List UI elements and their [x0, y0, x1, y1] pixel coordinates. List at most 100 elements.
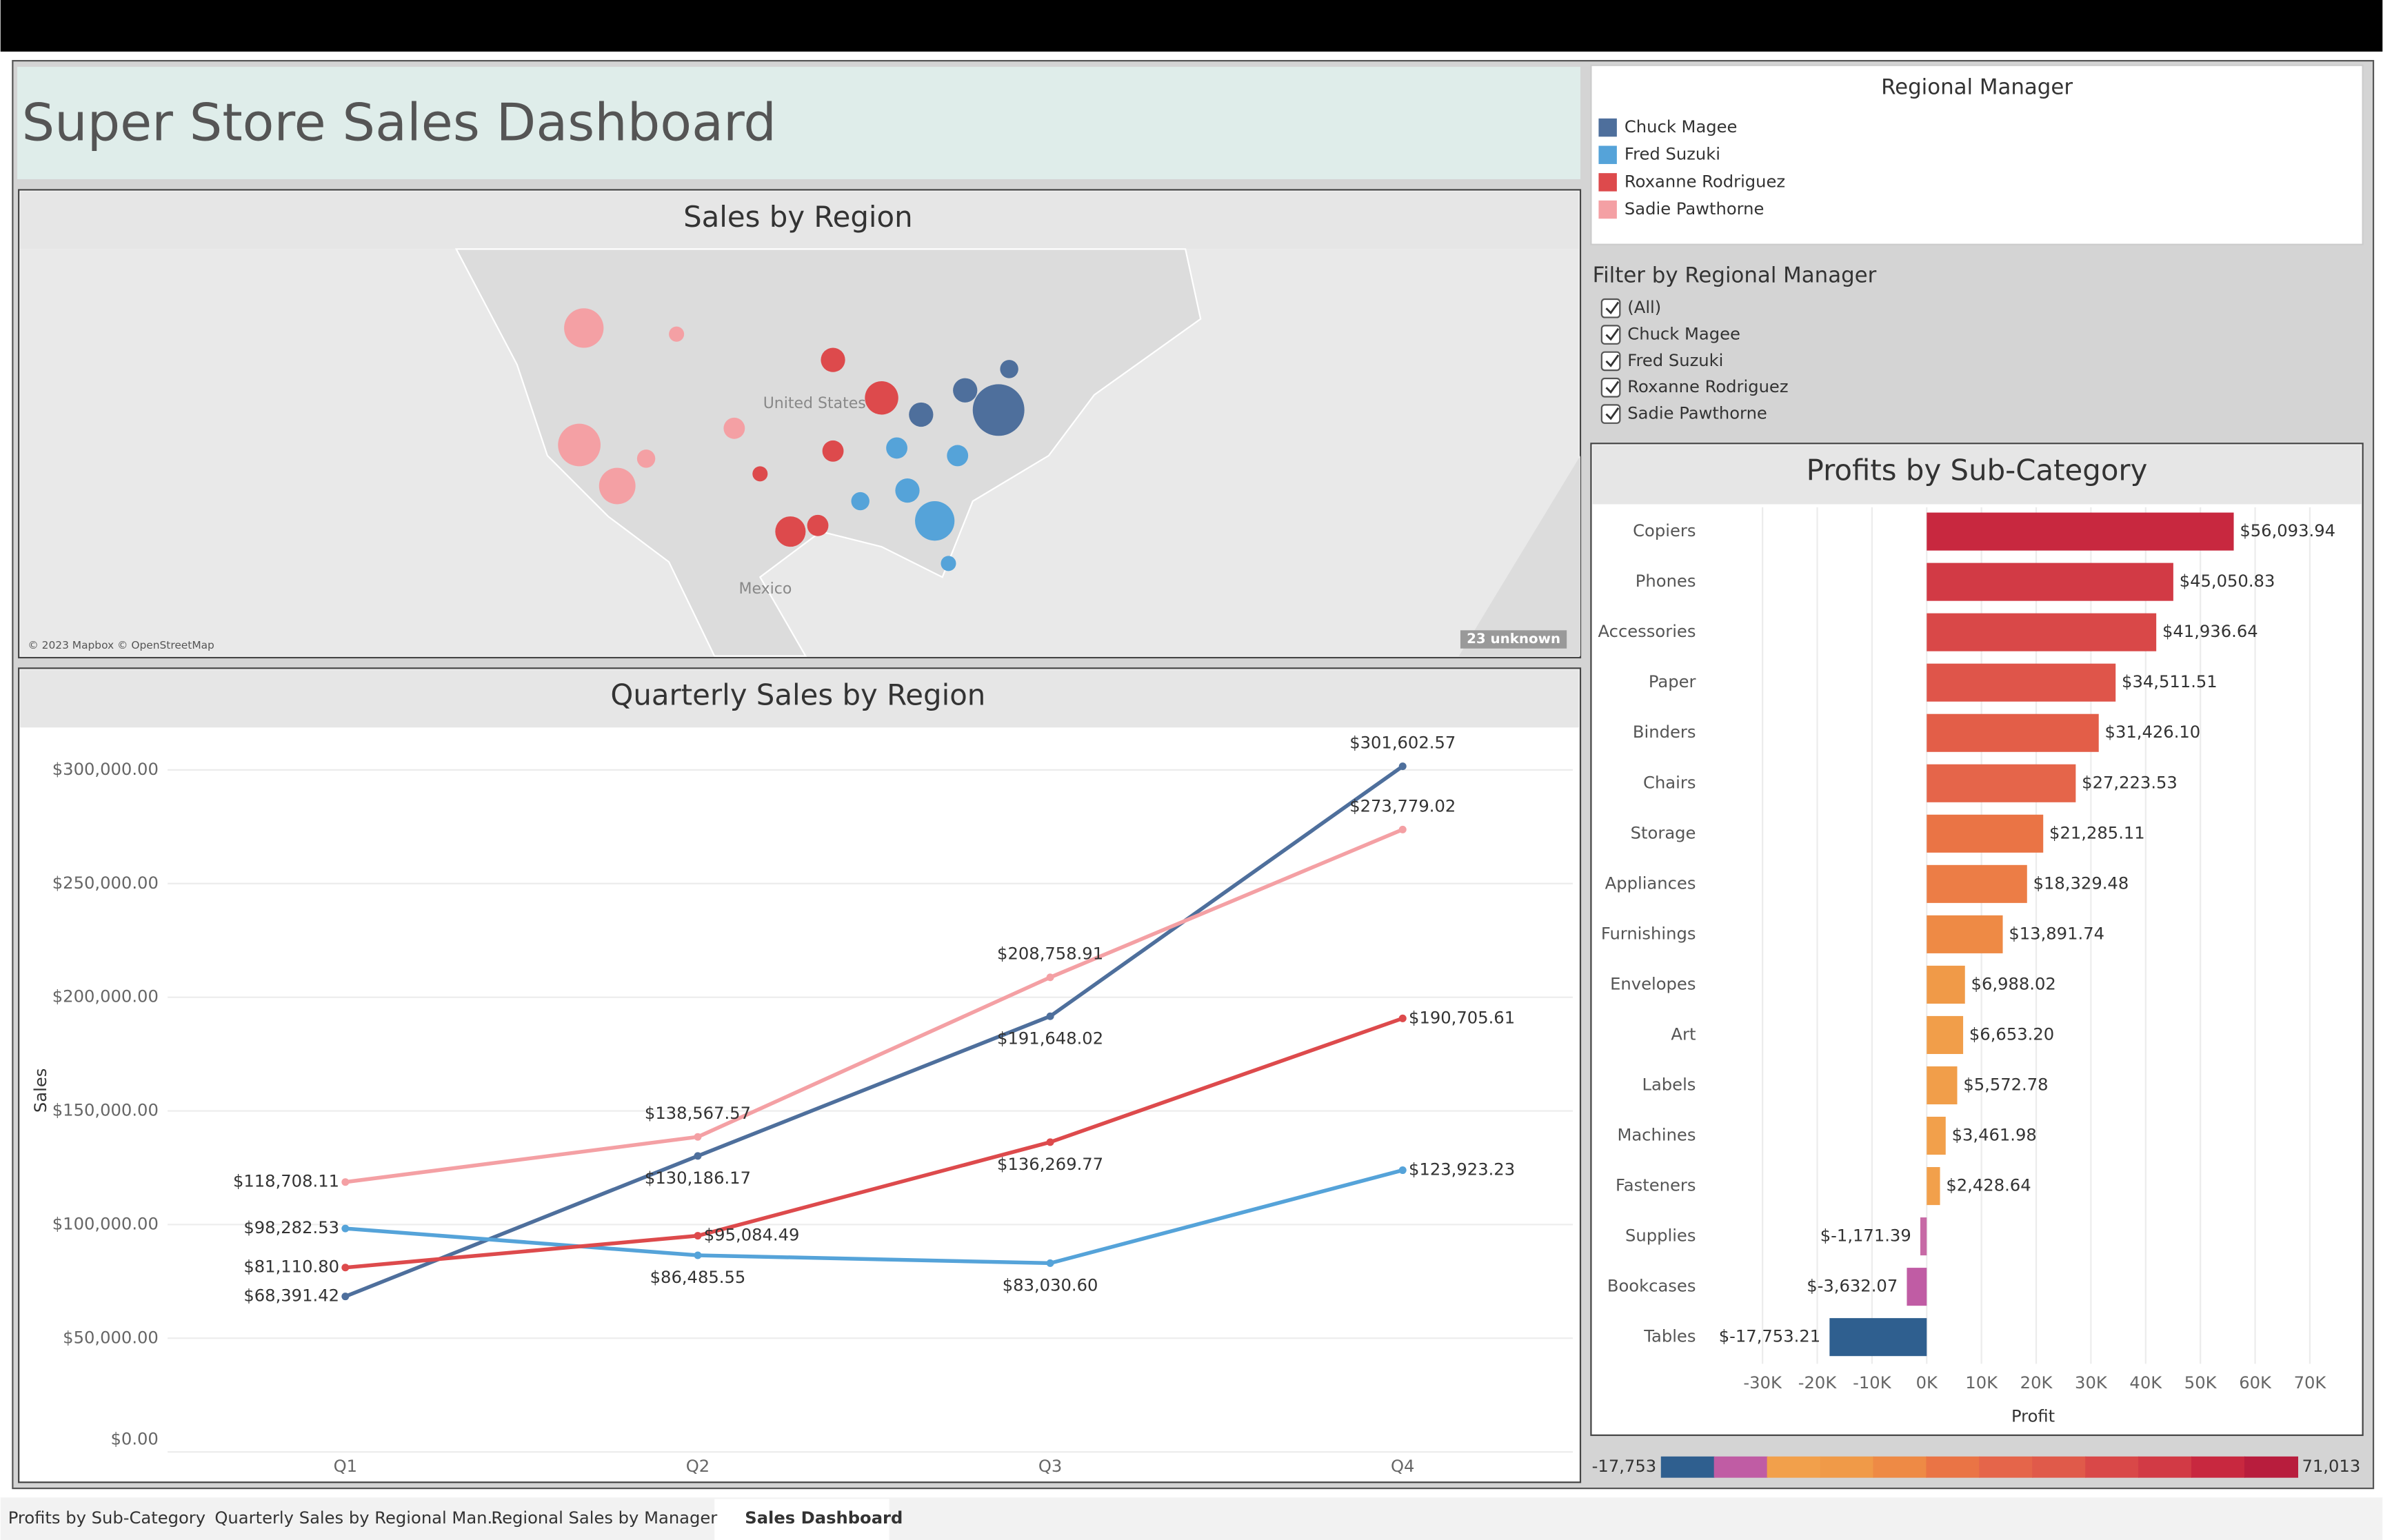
point	[1046, 1012, 1054, 1020]
map-bubble	[723, 417, 745, 439]
bar[interactable]	[1927, 1116, 1946, 1155]
data-label: $130,186.17	[645, 1168, 751, 1188]
legend-swatch	[1598, 200, 1617, 219]
data-label: $273,779.02	[1349, 796, 1456, 815]
map-bubble	[1000, 360, 1018, 378]
legend-label[interactable]: Chuck Magee	[1625, 117, 1738, 136]
data-label: $118,708.11	[233, 1172, 339, 1191]
bar[interactable]	[1927, 563, 2173, 601]
map-bubble	[775, 516, 806, 547]
color-ramp-segment	[1926, 1456, 1980, 1478]
unknown-count[interactable]: 23 unknown	[1467, 631, 1560, 647]
legend-title: Regional Manager	[1881, 74, 2073, 99]
category-label: Binders	[1633, 722, 1696, 742]
series-line	[344, 764, 1404, 1299]
bar[interactable]	[1927, 512, 2234, 551]
map-bubble	[822, 440, 844, 462]
map-bubble	[558, 423, 601, 467]
bar[interactable]	[1920, 1217, 1927, 1256]
map-label: United States	[763, 395, 866, 412]
data-label: $5,572.78	[1963, 1075, 2048, 1094]
checkmark	[1605, 381, 1620, 394]
legend-label[interactable]: Sadie Pawthorne	[1625, 199, 1764, 219]
bar[interactable]	[1927, 1066, 1958, 1105]
checkbox[interactable]	[1600, 298, 1621, 318]
x-tick-label: 10K	[1965, 1373, 1998, 1392]
checkbox[interactable]	[1600, 325, 1621, 345]
sheet-tab[interactable]: Quarterly Sales by Regional Man...	[214, 1508, 503, 1528]
map-bubble	[821, 347, 845, 372]
map-bubble	[947, 445, 969, 467]
color-ramp-segment	[1660, 1456, 1715, 1478]
legend-label[interactable]: Roxanne Rodriguez	[1625, 172, 1785, 191]
bar[interactable]	[1927, 864, 2027, 903]
panel-title: Profits by Sub-Category	[1807, 454, 2148, 487]
bar[interactable]	[1927, 1015, 1964, 1054]
map-attribution: © 2023 Mapbox © OpenStreetMap	[28, 639, 214, 651]
map-bubble	[865, 381, 898, 415]
y-tick-label: $100,000.00	[52, 1214, 159, 1233]
bar[interactable]	[1927, 915, 2003, 953]
map-bubble	[807, 514, 829, 536]
bar[interactable]	[1907, 1268, 1927, 1306]
unknown-badge[interactable]	[1460, 630, 1567, 649]
data-label: $123,923.23	[1409, 1160, 1515, 1179]
data-label: $83,030.60	[1003, 1275, 1098, 1295]
map-bubble	[636, 449, 656, 468]
data-label: $31,426.10	[2105, 722, 2201, 742]
map-bubble	[851, 492, 869, 511]
data-label: $81,110.80	[243, 1257, 339, 1277]
panel-header	[1592, 445, 2362, 505]
point	[1398, 1014, 1407, 1022]
y-tick-label: $0.00	[111, 1430, 159, 1449]
category-label: Phones	[1636, 571, 1696, 591]
data-label: $27,223.53	[2082, 773, 2178, 792]
category-label: Furnishings	[1601, 924, 1696, 943]
bar[interactable]	[1927, 965, 1965, 1004]
color-ramp-segment	[2032, 1456, 2087, 1478]
data-label: $95,084.49	[704, 1226, 800, 1245]
category-label: Machines	[1617, 1126, 1696, 1145]
legend-swatch	[1598, 173, 1617, 192]
bar[interactable]	[1927, 713, 2099, 752]
bar[interactable]	[1927, 764, 2076, 802]
filter-option[interactable]: Chuck Magee	[1627, 325, 1740, 344]
map-bubble	[895, 478, 920, 503]
bar[interactable]	[1927, 613, 2157, 651]
data-label: $-3,632.07	[1807, 1277, 1898, 1296]
checkbox[interactable]	[1600, 377, 1621, 398]
x-tick-label: 40K	[2129, 1373, 2162, 1392]
data-label: $13,891.74	[2009, 924, 2104, 943]
tab-bar	[0, 1497, 2383, 1540]
category-label: Bookcases	[1607, 1277, 1696, 1296]
category-label: Tables	[1643, 1327, 1696, 1346]
point	[1046, 973, 1054, 982]
y-tick-label: $150,000.00	[52, 1101, 159, 1120]
x-tick-label: Q3	[1038, 1457, 1062, 1476]
bar[interactable]	[1927, 663, 2116, 702]
checkbox[interactable]	[1600, 351, 1621, 372]
category-label: Supplies	[1625, 1226, 1696, 1246]
filter-option[interactable]: (All)	[1627, 298, 1661, 317]
checkbox[interactable]	[1600, 404, 1621, 424]
color-ramp-segment	[2138, 1456, 2193, 1478]
bar[interactable]	[1927, 814, 2044, 853]
point	[1398, 1166, 1407, 1175]
filter-option[interactable]: Fred Suzuki	[1627, 351, 1723, 370]
x-tick-label: 50K	[2184, 1373, 2218, 1392]
category-label: Copiers	[1633, 521, 1696, 540]
point	[694, 1251, 702, 1259]
legend-label[interactable]: Fred Suzuki	[1625, 145, 1720, 164]
sheet-tab[interactable]: Profits by Sub-Category	[8, 1508, 205, 1528]
sheet-tab[interactable]: Sales Dashboard	[745, 1508, 903, 1528]
active-tab	[714, 1499, 889, 1540]
sheet-tab[interactable]: Regional Sales by Manager	[491, 1508, 717, 1528]
data-label: $190,705.61	[1409, 1008, 1515, 1027]
title-panel	[17, 66, 1581, 179]
data-label: $208,758.91	[997, 944, 1103, 964]
filter-option[interactable]: Roxanne Rodriguez	[1627, 377, 1788, 396]
filter-option[interactable]: Sadie Pawthorne	[1627, 404, 1767, 423]
bar[interactable]	[1927, 1167, 1940, 1206]
bar[interactable]	[1829, 1318, 1927, 1357]
